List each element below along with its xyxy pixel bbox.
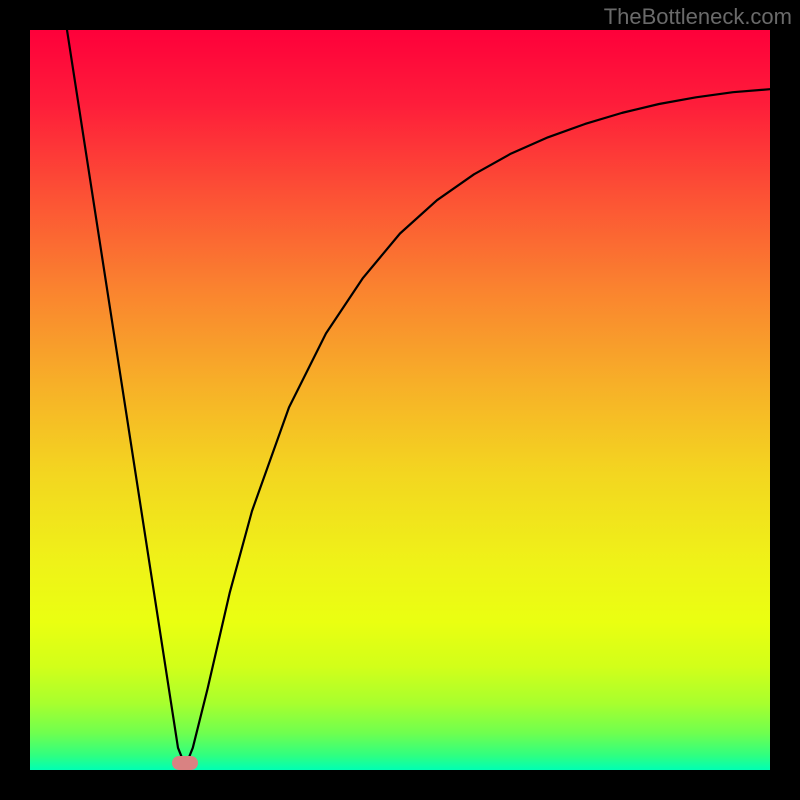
minimum-marker (172, 756, 198, 770)
curve-line (30, 30, 770, 770)
chart-container: TheBottleneck.com (0, 0, 800, 800)
plot-area (30, 30, 770, 770)
watermark-text: TheBottleneck.com (604, 4, 792, 30)
